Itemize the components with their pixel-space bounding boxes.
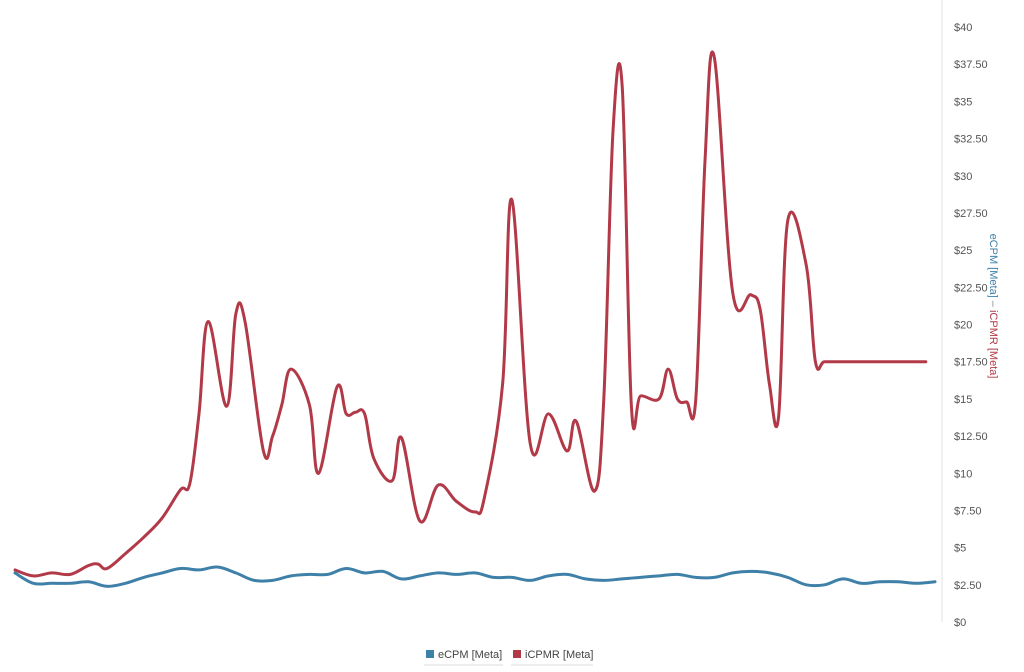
y-tick-label: $35: [954, 96, 972, 108]
y-axis-title-part-ecpm: eCPM [Meta]: [987, 234, 999, 298]
y-tick-label: $10: [954, 468, 972, 480]
y-tick-label: $0: [954, 617, 966, 629]
y-tick-label: $25: [954, 245, 972, 257]
y-axis-ticks: $0 $2.50 $5 $7.50 $10 $12.50 $15 $17.50 $20 $22.5…: [954, 22, 988, 629]
legend-item-icpmr[interactable]: iCPMR [Meta]: [511, 649, 593, 666]
y-tick-label: $5: [954, 543, 966, 555]
series-layer: [13, 50, 937, 588]
y-tick-label: $12.50: [954, 431, 988, 443]
y-tick-label: $15: [954, 394, 972, 406]
y-axis-title-separator: –: [987, 298, 999, 310]
y-tick-label: $7.50: [954, 505, 982, 517]
y-tick-label: $37.50: [954, 59, 988, 71]
legend-swatch-ecpm: [426, 650, 434, 658]
y-tick-label: $40: [954, 22, 972, 34]
y-tick-label: $30: [954, 171, 972, 183]
y-tick-label: $2.50: [954, 580, 982, 592]
legend-item-ecpm[interactable]: eCPM [Meta]: [424, 649, 503, 666]
legend: eCPM [Meta] iCPMR [Meta]: [424, 649, 593, 666]
y-tick-label: $17.50: [954, 357, 988, 369]
y-tick-label: $32.50: [954, 134, 988, 146]
y-tick-label: $22.50: [954, 282, 988, 294]
y-axis-title-part-icpmr: iCPMR [Meta]: [987, 310, 999, 378]
y-tick-label: $20: [954, 320, 972, 332]
legend-swatch-icpmr: [513, 650, 521, 658]
y-tick-label: $27.50: [954, 208, 988, 220]
series-line-icpmr: [13, 50, 928, 578]
legend-label-icpmr: iCPMR [Meta]: [525, 649, 593, 661]
series-line-ecpm: [13, 565, 937, 588]
y-axis-title: eCPM [Meta] – iCPMR [Meta]: [987, 234, 999, 379]
legend-label-ecpm: eCPM [Meta]: [438, 649, 502, 661]
